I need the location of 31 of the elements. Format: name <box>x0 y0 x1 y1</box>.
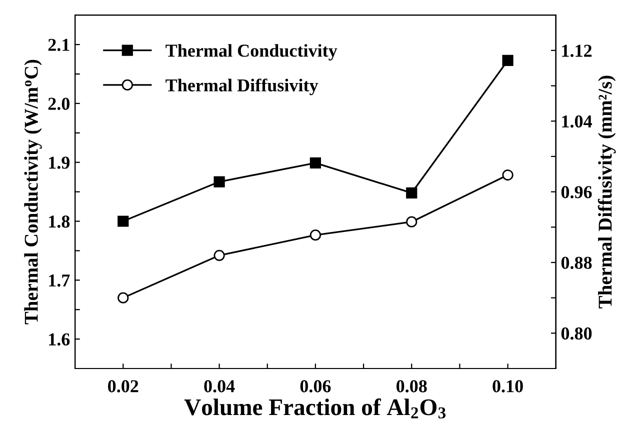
y2-tick-label: 0.80 <box>561 327 592 340</box>
x-tick-label: 0.02 <box>108 380 138 392</box>
y-tick-label: 1.7 <box>49 274 70 287</box>
y-tick-label: 2.0 <box>48 98 70 110</box>
point <box>502 169 514 181</box>
point <box>502 54 514 66</box>
legend-label: Thermal Conductivity <box>166 44 338 61</box>
y2-tick-label: 1.12 <box>562 44 592 57</box>
y-tick-label: 1.8 <box>49 216 70 228</box>
point <box>214 250 225 261</box>
x-tick-label: 0.04 <box>204 380 235 392</box>
y-tick-label: 1.9 <box>49 156 70 169</box>
y2-axis-title: Thermal Diffusivity (mm²/s) <box>598 76 616 308</box>
y-axis-title: Thermal Conductivity (W/m$^{o}$C) <box>24 60 42 324</box>
x-tick-label: 0.08 <box>396 380 427 392</box>
point <box>118 292 129 304</box>
point <box>406 187 418 199</box>
legend-label: Thermal Diffusivity <box>166 78 318 96</box>
y-tick-label: 1.6 <box>49 333 70 346</box>
point <box>406 216 418 228</box>
y2-tick-label: 1.04 <box>562 115 592 128</box>
point <box>310 230 322 241</box>
point <box>310 157 322 168</box>
y2-tick-label: 0.96 <box>561 186 592 198</box>
point <box>214 176 225 188</box>
x-tick-label: 0.06 <box>300 380 331 392</box>
point <box>118 216 129 227</box>
y2-tick-label: 0.88 <box>561 256 592 269</box>
x-axis-title: Volume Fraction of Al$_{2}$O$_{3}$ <box>184 398 446 418</box>
x-tick-label: 0.10 <box>492 380 523 392</box>
y-tick-label: 2.1 <box>48 38 70 52</box>
